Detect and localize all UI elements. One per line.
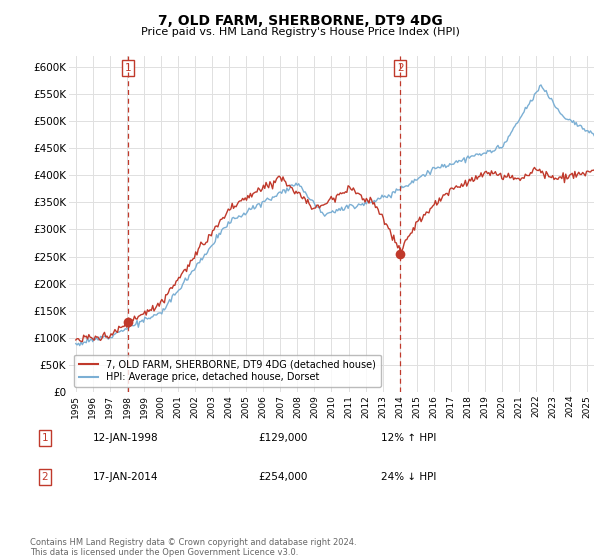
Text: 17-JAN-2014: 17-JAN-2014 bbox=[93, 472, 158, 482]
Text: Contains HM Land Registry data © Crown copyright and database right 2024.
This d: Contains HM Land Registry data © Crown c… bbox=[30, 538, 356, 557]
Text: 24% ↓ HPI: 24% ↓ HPI bbox=[381, 472, 436, 482]
Text: 1: 1 bbox=[41, 433, 49, 443]
Text: 12-JAN-1998: 12-JAN-1998 bbox=[93, 433, 158, 443]
Text: 2: 2 bbox=[397, 63, 404, 73]
Text: 12% ↑ HPI: 12% ↑ HPI bbox=[381, 433, 436, 443]
Text: Price paid vs. HM Land Registry's House Price Index (HPI): Price paid vs. HM Land Registry's House … bbox=[140, 27, 460, 37]
Text: 2: 2 bbox=[41, 472, 49, 482]
Text: £129,000: £129,000 bbox=[258, 433, 307, 443]
Legend: 7, OLD FARM, SHERBORNE, DT9 4DG (detached house), HPI: Average price, detached h: 7, OLD FARM, SHERBORNE, DT9 4DG (detache… bbox=[74, 354, 380, 387]
Text: 7, OLD FARM, SHERBORNE, DT9 4DG: 7, OLD FARM, SHERBORNE, DT9 4DG bbox=[158, 14, 442, 28]
Text: £254,000: £254,000 bbox=[258, 472, 307, 482]
Text: 1: 1 bbox=[124, 63, 131, 73]
